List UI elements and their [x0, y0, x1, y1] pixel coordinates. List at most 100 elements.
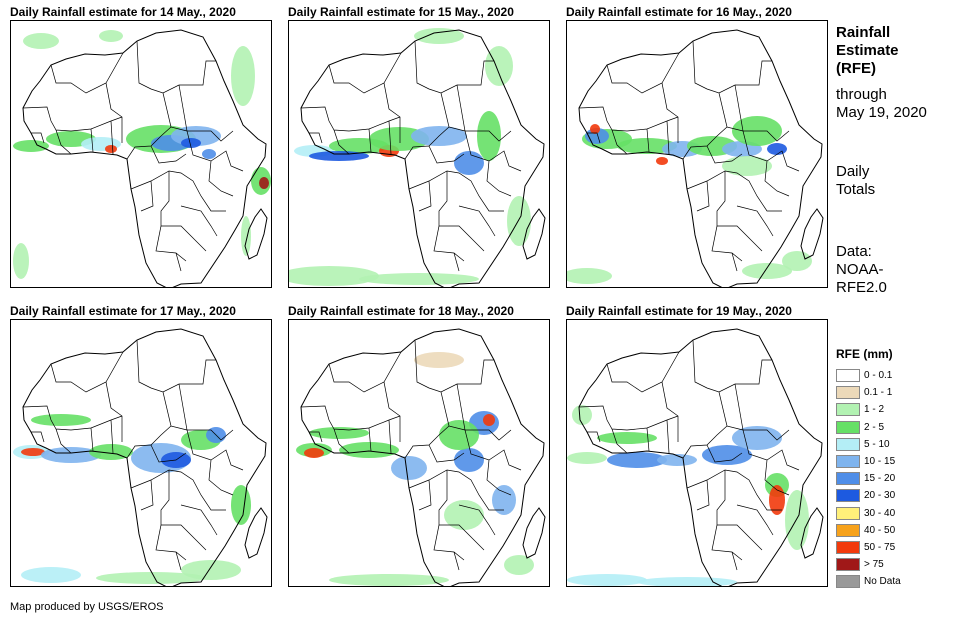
rainfall-patch	[607, 452, 667, 468]
rainfall-patch	[567, 268, 612, 284]
rainfall-patch	[657, 454, 697, 466]
rainfall-patch	[782, 251, 812, 271]
rainfall-patch	[492, 485, 516, 515]
legend-swatch	[836, 523, 860, 537]
rainfall-patch	[767, 143, 787, 155]
rainfall-patch	[181, 138, 201, 148]
period-line: Totals	[836, 181, 876, 198]
rainfall-patch	[444, 500, 484, 530]
legend-label: No Data	[864, 576, 901, 588]
map-panel-14-may: Daily Rainfall estimate for 14 May., 202…	[10, 4, 272, 294]
legend-label: 0.1 - 1	[864, 387, 893, 399]
legend-swatch	[836, 437, 860, 451]
rainfall-patch	[99, 30, 123, 42]
panel-title: Daily Rainfall estimate for 16 May., 202…	[566, 5, 792, 19]
rainfall-patch	[21, 567, 81, 583]
legend-swatch	[836, 558, 860, 572]
source-line: Data:	[836, 243, 872, 260]
period-label: Daily Totals	[836, 163, 961, 199]
map-panel-16-may: Daily Rainfall estimate for 16 May., 202…	[566, 4, 828, 294]
rainfall-overlay	[567, 116, 812, 284]
title-line: Estimate	[836, 42, 899, 59]
legend-label: 5 - 10	[864, 438, 890, 450]
legend-label: 20 - 30	[864, 490, 896, 502]
rainfall-patch	[483, 414, 495, 426]
rainfall-map	[566, 319, 828, 587]
legend-swatch	[836, 489, 860, 503]
map-panel-17-may: Daily Rainfall estimate for 17 May., 202…	[10, 303, 272, 593]
rainfall-patch	[21, 448, 45, 456]
legend-swatch	[836, 472, 860, 486]
legend-label: 1 - 2	[864, 404, 885, 416]
africa-outline	[300, 328, 546, 586]
rainfall-map	[10, 20, 272, 288]
through-date: through May 19, 2020	[836, 86, 961, 122]
title-line: (RFE)	[836, 60, 876, 77]
legend-label: 10 - 15	[864, 455, 896, 467]
legend-swatch	[836, 575, 860, 589]
africa-outline	[578, 328, 824, 586]
africa-outline	[578, 29, 824, 287]
rainfall-overlay	[13, 414, 251, 584]
rainfall-patch	[414, 28, 464, 44]
product-title: Rainfall Estimate (RFE)	[836, 24, 956, 78]
rainfall-patch	[329, 574, 449, 586]
rainfall-patch	[105, 145, 117, 153]
legend-label: 0 - 0.1	[864, 370, 893, 381]
rainfall-patch	[785, 490, 809, 550]
rainfall-patch	[439, 420, 479, 450]
rainfall-patch	[597, 432, 657, 444]
map-credit: Map produced by USGS/EROS	[10, 601, 164, 613]
legend-swatch	[836, 369, 860, 382]
rainfall-patch	[769, 485, 785, 515]
panel-title: Daily Rainfall estimate for 18 May., 202…	[288, 304, 514, 318]
panel-title: Daily Rainfall estimate for 14 May., 202…	[10, 5, 236, 19]
map-panel-18-may: Daily Rainfall estimate for 18 May., 202…	[288, 303, 550, 593]
rainfall-map	[10, 319, 272, 587]
end-date: May 19, 2020	[836, 104, 927, 121]
rainfall-patch	[241, 216, 251, 256]
legend-swatch	[836, 386, 860, 400]
africa-outline	[22, 328, 268, 586]
rainfall-patch	[391, 456, 427, 480]
rainfall-patch	[477, 111, 501, 161]
period-line: Daily	[836, 163, 870, 180]
africa-outline	[300, 29, 546, 287]
rainfall-patch	[202, 149, 216, 159]
legend-label: > 75	[864, 559, 884, 571]
data-source: Data: NOAA- RFE2.0	[836, 243, 961, 297]
legend-label: 2 - 5	[864, 421, 885, 433]
rainfall-patch	[732, 426, 782, 450]
rainfall-patch	[309, 427, 369, 439]
rainfall-map	[288, 20, 550, 288]
rainfall-patch	[590, 124, 600, 134]
legend-swatch	[836, 540, 860, 554]
rainfall-patch	[567, 574, 647, 586]
legend-label: 50 - 75	[864, 541, 896, 553]
panel-title: Daily Rainfall estimate for 19 May., 202…	[566, 304, 792, 318]
legend-label: 15 - 20	[864, 473, 896, 485]
map-panel-15-may: Daily Rainfall estimate for 15 May., 202…	[288, 4, 550, 294]
map-panel-19-may: Daily Rainfall estimate for 19 May., 202…	[566, 303, 828, 593]
rainfall-patch	[702, 445, 752, 465]
rainfall-patch	[485, 46, 513, 86]
rainfall-patch	[231, 46, 255, 106]
legend-title: RFE (mm)	[836, 347, 893, 361]
rainfall-patch	[637, 577, 737, 586]
rainfall-patch	[13, 140, 49, 152]
legend-swatch	[836, 403, 860, 417]
rainfall-patch	[507, 196, 531, 246]
rainfall-patch	[181, 560, 241, 580]
legend-swatch	[836, 506, 860, 520]
rainfall-patch	[339, 442, 399, 458]
legend-label: 30 - 40	[864, 507, 896, 519]
rainfall-map	[288, 319, 550, 587]
legend-swatch	[836, 454, 860, 468]
rainfall-patch	[454, 151, 484, 175]
rainfall-patch	[289, 266, 379, 286]
source-line: RFE2.0	[836, 279, 887, 296]
rainfall-patch	[414, 352, 464, 368]
rainfall-map	[566, 20, 828, 288]
rainfall-patch	[617, 138, 677, 154]
legend-label: 40 - 50	[864, 524, 896, 536]
